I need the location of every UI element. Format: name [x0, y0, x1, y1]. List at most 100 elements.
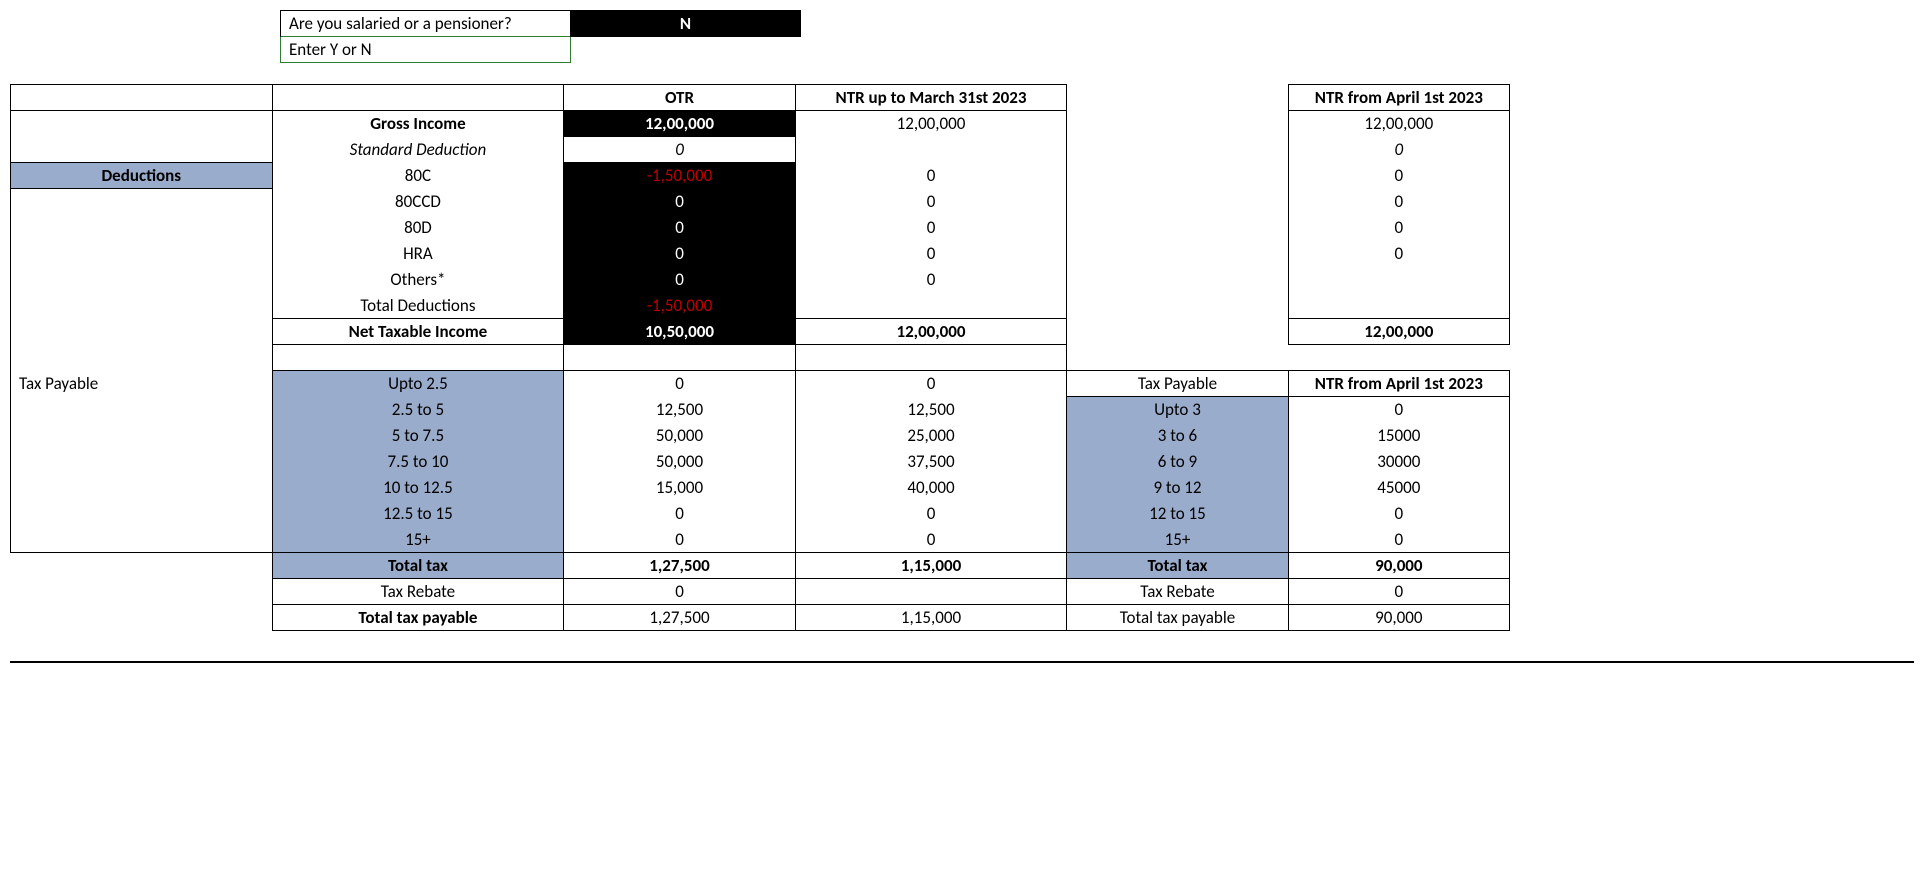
d80ccd-otr: 0	[564, 189, 795, 215]
d80c-otr: -1,50,000	[564, 163, 795, 189]
spacer	[1067, 267, 1288, 293]
slab-right-val: 45000	[1288, 475, 1509, 501]
slab-ntr-old: 37,500	[795, 449, 1067, 475]
row-label: Standard Deduction	[272, 137, 564, 163]
blank	[11, 319, 273, 345]
hra-ntr-old: 0	[795, 241, 1067, 267]
slab-otr: 50,000	[564, 449, 795, 475]
hra-ntr-new: 0	[1288, 241, 1509, 267]
slab-right-val: 0	[1288, 501, 1509, 527]
slab-otr: 12,500	[564, 397, 795, 423]
blank	[795, 137, 1067, 163]
blank	[11, 527, 273, 553]
tax-rebate-right-label: Tax Rebate	[1067, 579, 1288, 605]
spacer	[1067, 345, 1288, 371]
blank	[11, 553, 273, 579]
empty-cell	[571, 37, 801, 63]
slab-otr: 0	[564, 527, 795, 553]
tax-rebate-otr: 0	[564, 579, 795, 605]
slab-ntr-old: 40,000	[795, 475, 1067, 501]
spacer	[1067, 111, 1288, 137]
bottom-rule	[10, 661, 1914, 663]
blank	[11, 189, 273, 215]
col-header-ntr-new: NTR from April 1st 2023	[1288, 85, 1509, 111]
slab-right-label: 6 to 9	[1067, 449, 1288, 475]
ntr-new-header2: NTR from April 1st 2023	[1288, 371, 1509, 397]
row-label: 80C	[272, 163, 564, 189]
blank	[11, 111, 273, 137]
total-tax-label: Total tax	[272, 553, 564, 579]
blank	[795, 293, 1067, 319]
slab-label: 5 to 7.5	[272, 423, 564, 449]
tax-rebate-label: Tax Rebate	[272, 579, 564, 605]
row-label: Total Deductions	[272, 293, 564, 319]
total-payable-right-label: Total tax payable	[1067, 605, 1288, 631]
d80c-ntr-new: 0	[1288, 163, 1509, 189]
slab-otr: 0	[564, 501, 795, 527]
slab-right-val: 30000	[1288, 449, 1509, 475]
others-otr: 0	[564, 267, 795, 293]
total-tax-ntr-new: 90,000	[1288, 553, 1509, 579]
blank	[272, 345, 564, 371]
tax-payable-label: Tax Payable	[11, 371, 273, 397]
row-label: 80CCD	[272, 189, 564, 215]
slab-right-label: 12 to 15	[1067, 501, 1288, 527]
slab-right-label: 3 to 6	[1067, 423, 1288, 449]
col-header-otr: OTR	[564, 85, 795, 111]
slab-ntr-old: 25,000	[795, 423, 1067, 449]
blank	[11, 475, 273, 501]
net-otr: 10,50,000	[564, 319, 795, 345]
blank	[11, 137, 273, 163]
std-otr: 0	[564, 137, 795, 163]
gross-otr: 12,00,000	[564, 111, 795, 137]
others-ntr-new	[1288, 267, 1509, 293]
row-label: 80D	[272, 215, 564, 241]
blank	[564, 345, 795, 371]
question-table: Are you salaried or a pensioner? N Enter…	[280, 10, 801, 63]
spacer	[1067, 137, 1288, 163]
gross-ntr-old: 12,00,000	[795, 111, 1067, 137]
spacer	[1067, 241, 1288, 267]
net-ntr-new: 12,00,000	[1288, 319, 1509, 345]
std-ntr-new: 0	[1288, 137, 1509, 163]
d80d-otr: 0	[564, 215, 795, 241]
gross-ntr-new: 12,00,000	[1288, 111, 1509, 137]
slab-label: 2.5 to 5	[272, 397, 564, 423]
spacer	[1067, 163, 1288, 189]
spacer	[1067, 319, 1288, 345]
slab-otr: 50,000	[564, 423, 795, 449]
total-payable-otr: 1,27,500	[564, 605, 795, 631]
spacer	[1067, 85, 1288, 111]
question-value[interactable]: N	[571, 11, 801, 37]
slab-otr: 0	[564, 371, 795, 397]
d80ccd-ntr-new: 0	[1288, 189, 1509, 215]
question-text: Are you salaried or a pensioner?	[281, 11, 571, 37]
blank	[11, 345, 273, 371]
slab-right-label: Upto 3	[1067, 397, 1288, 423]
slab-right-val: 0	[1288, 527, 1509, 553]
blank	[11, 501, 273, 527]
question-hint: Enter Y or N	[281, 37, 571, 63]
blank	[11, 449, 273, 475]
blank	[795, 345, 1067, 371]
row-label: Others*	[272, 267, 564, 293]
spacer	[1067, 215, 1288, 241]
d80c-ntr-old: 0	[795, 163, 1067, 189]
blank-header	[11, 85, 273, 111]
row-label: HRA	[272, 241, 564, 267]
total-payable-ntr-new: 90,000	[1288, 605, 1509, 631]
blank-header	[272, 85, 564, 111]
col-header-ntr-old: NTR up to March 31st 2023	[795, 85, 1067, 111]
total-tax-otr: 1,27,500	[564, 553, 795, 579]
slab-otr: 15,000	[564, 475, 795, 501]
slab-label: 15+	[272, 527, 564, 553]
slab-ntr-old: 0	[795, 371, 1067, 397]
spacer	[1067, 293, 1288, 319]
blank	[11, 267, 273, 293]
slab-ntr-old: 12,500	[795, 397, 1067, 423]
slab-right-label: 15+	[1067, 527, 1288, 553]
net-ntr-old: 12,00,000	[795, 319, 1067, 345]
blank	[11, 293, 273, 319]
blank	[1288, 293, 1509, 319]
blank	[1288, 345, 1509, 371]
